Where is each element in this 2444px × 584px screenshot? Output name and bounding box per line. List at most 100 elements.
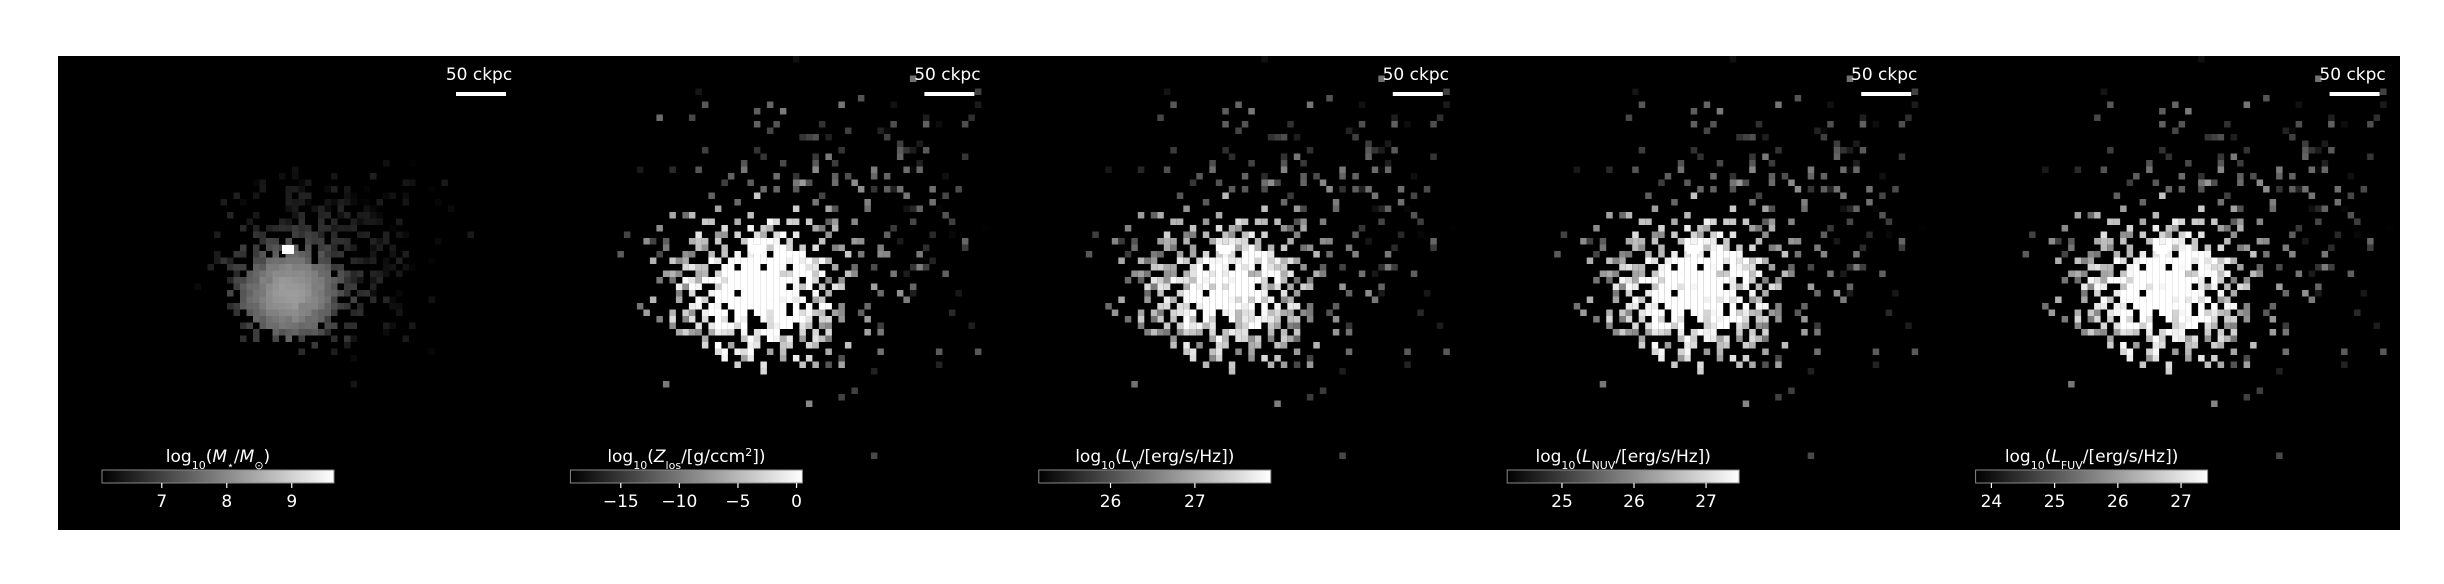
pixel bbox=[935, 205, 943, 212]
pixel bbox=[2055, 296, 2062, 303]
pixel bbox=[1846, 264, 1854, 271]
pixel bbox=[1397, 231, 1405, 238]
pixel bbox=[1898, 244, 1906, 251]
pixel bbox=[1228, 368, 1236, 375]
pixel bbox=[2107, 270, 2114, 277]
pixel bbox=[1235, 283, 1242, 290]
pixel bbox=[1319, 387, 1327, 394]
pixel bbox=[1710, 329, 1717, 336]
pixel bbox=[1378, 147, 1385, 154]
pixel bbox=[2282, 329, 2290, 336]
pixel bbox=[760, 238, 767, 245]
pixel bbox=[1827, 225, 1834, 232]
pixel bbox=[331, 348, 338, 355]
pixel bbox=[331, 173, 338, 180]
pixel bbox=[285, 283, 292, 290]
pixel bbox=[311, 342, 318, 349]
pixel bbox=[1313, 251, 1320, 258]
pixel bbox=[1768, 205, 1776, 212]
pixel bbox=[1723, 218, 1730, 225]
pixel bbox=[760, 186, 767, 193]
pixel bbox=[948, 218, 956, 225]
pixel bbox=[1261, 296, 1268, 303]
pixel bbox=[1638, 309, 1646, 316]
pixel bbox=[1241, 329, 1249, 336]
pixel bbox=[740, 290, 748, 297]
pixel bbox=[896, 153, 904, 160]
pixel bbox=[1625, 251, 1633, 258]
pixel bbox=[1586, 257, 1594, 264]
pixel bbox=[753, 303, 761, 310]
pixel bbox=[2276, 166, 2283, 173]
pixel bbox=[1911, 101, 1919, 108]
pixel bbox=[363, 218, 370, 225]
pixel bbox=[1183, 290, 1190, 297]
pixel bbox=[285, 238, 292, 245]
pixel bbox=[779, 348, 787, 355]
pixel bbox=[1697, 153, 1704, 160]
label-part: /[g/ccm bbox=[681, 447, 745, 467]
pixel bbox=[1697, 277, 1704, 284]
pixel bbox=[298, 270, 305, 277]
pixel bbox=[233, 251, 240, 258]
pixel bbox=[1345, 244, 1353, 251]
pixel bbox=[240, 322, 247, 329]
pixel bbox=[669, 309, 676, 316]
pixel bbox=[857, 186, 865, 193]
pixel bbox=[2321, 140, 2329, 147]
pixel bbox=[2289, 127, 2296, 134]
pixel bbox=[1710, 231, 1717, 238]
pixel bbox=[246, 322, 253, 329]
pixel bbox=[1267, 244, 1275, 251]
pixel bbox=[467, 231, 474, 238]
pixel bbox=[2133, 277, 2140, 284]
pixel bbox=[246, 296, 253, 303]
pixel bbox=[2126, 348, 2134, 355]
pixel bbox=[2172, 264, 2179, 271]
pixel bbox=[1196, 270, 1203, 277]
pixel bbox=[766, 244, 774, 251]
pixel bbox=[2055, 238, 2062, 245]
pixel bbox=[792, 251, 800, 258]
pixel bbox=[851, 264, 858, 271]
pixel bbox=[2146, 270, 2153, 277]
label-part: log bbox=[1075, 447, 1101, 467]
pixel bbox=[1593, 277, 1600, 284]
pixel bbox=[2139, 231, 2147, 238]
pixel bbox=[2191, 335, 2199, 342]
pixel bbox=[298, 218, 305, 225]
pixel bbox=[2217, 264, 2225, 271]
pixel bbox=[2269, 199, 2277, 206]
pixel bbox=[1775, 147, 1782, 154]
pixel bbox=[2256, 218, 2264, 225]
pixel bbox=[2178, 218, 2186, 225]
label-part: ( bbox=[2045, 447, 2052, 467]
pixel bbox=[2074, 322, 2082, 329]
pixel bbox=[682, 329, 689, 336]
pixel bbox=[298, 316, 305, 323]
pixel bbox=[253, 283, 260, 290]
pixel bbox=[1840, 270, 1847, 277]
pixel bbox=[1365, 140, 1372, 147]
pixel bbox=[1619, 329, 1626, 336]
pixel bbox=[1645, 277, 1652, 284]
pixel bbox=[1163, 277, 1171, 284]
pixel bbox=[1749, 361, 1756, 368]
pixel bbox=[1716, 322, 1724, 329]
pixel bbox=[734, 309, 741, 316]
pixel bbox=[1697, 361, 1704, 368]
pixel bbox=[747, 348, 754, 355]
pixel bbox=[883, 127, 891, 134]
pixel bbox=[2191, 316, 2199, 323]
pixel bbox=[1352, 134, 1359, 141]
pixel bbox=[1632, 270, 1639, 277]
pixel bbox=[305, 199, 312, 206]
pixel bbox=[812, 277, 819, 284]
pixel bbox=[2165, 329, 2173, 336]
label-part: log bbox=[166, 447, 192, 467]
pixel bbox=[1736, 329, 1743, 336]
pixel bbox=[370, 244, 377, 251]
pixel bbox=[2250, 270, 2257, 277]
pixel bbox=[1306, 244, 1314, 251]
pixel bbox=[1742, 277, 1750, 284]
